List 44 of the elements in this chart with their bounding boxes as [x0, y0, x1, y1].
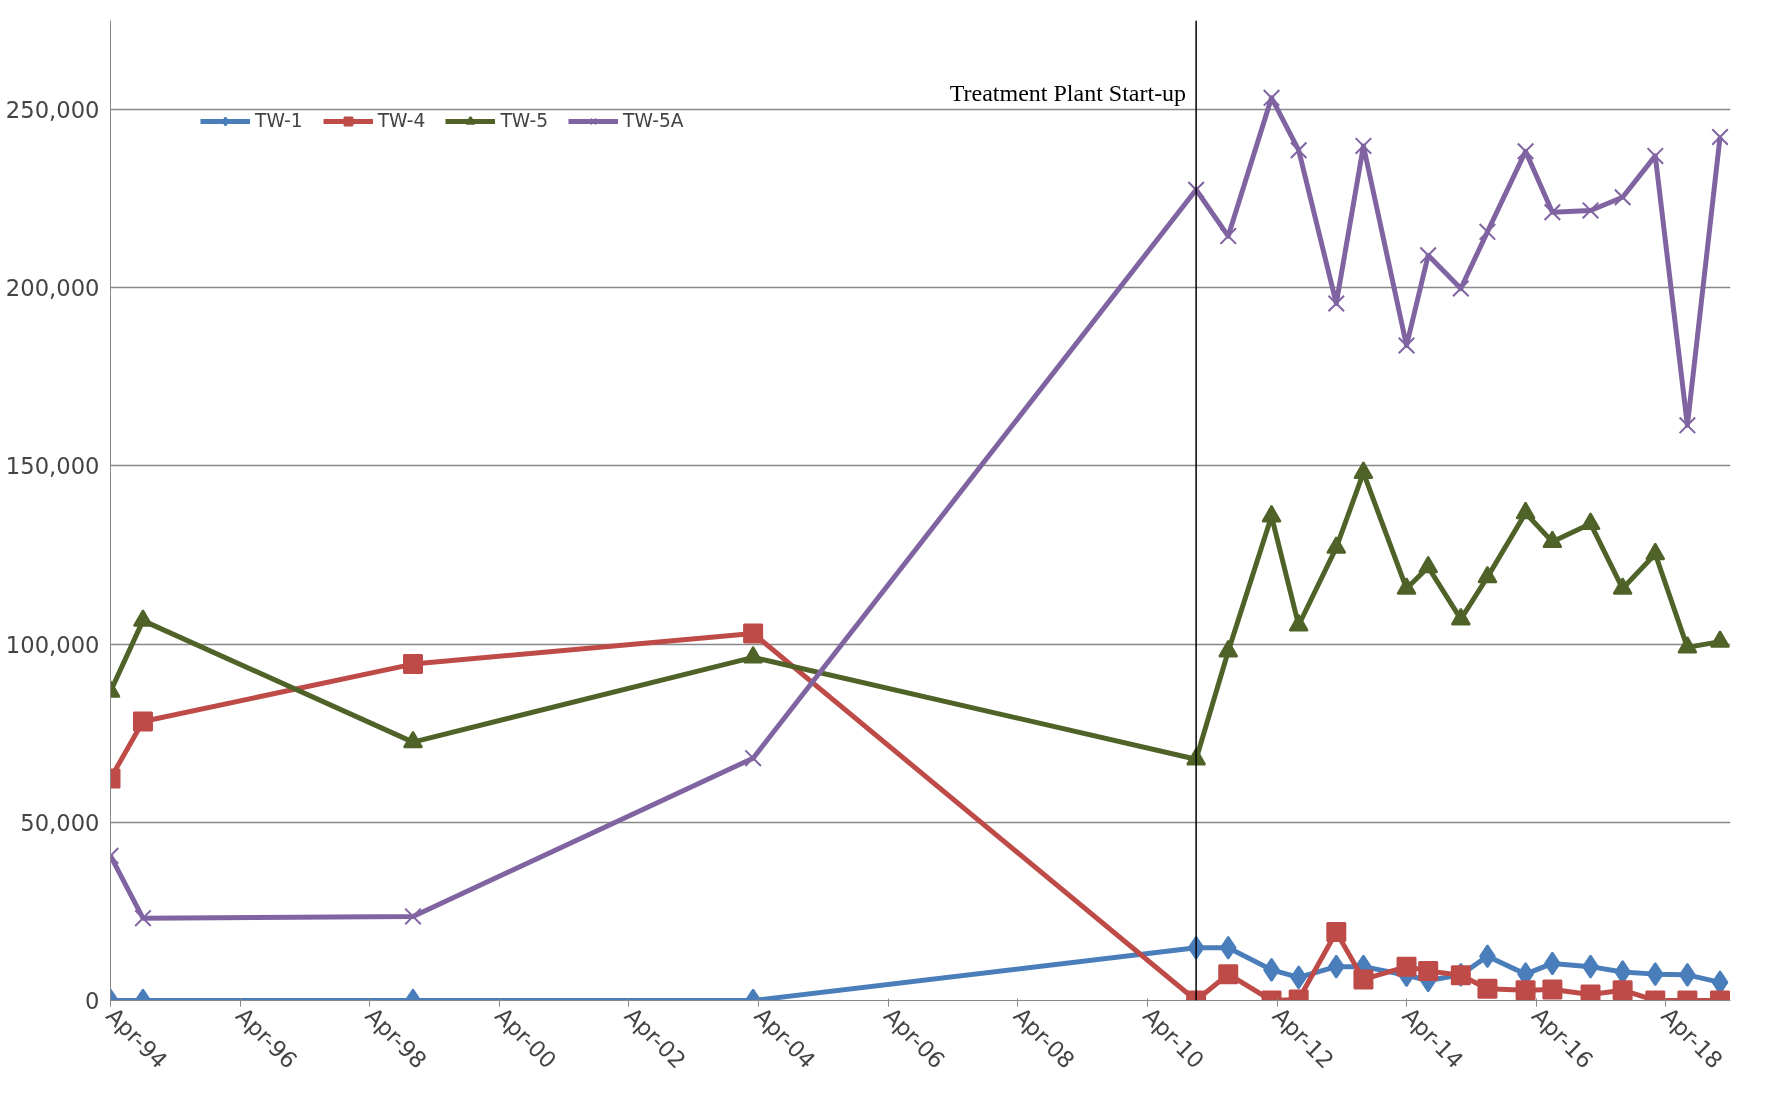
point	[1262, 89, 1281, 107]
point	[404, 907, 422, 926]
point	[1543, 203, 1562, 221]
y-tick-label: 50,000	[20, 809, 100, 836]
point	[744, 749, 762, 767]
y-tick-label: 100,000	[5, 631, 100, 658]
point	[1419, 246, 1437, 265]
point	[132, 711, 153, 732]
point	[1418, 960, 1439, 981]
y-tick-label: 0	[85, 988, 100, 1014]
point	[1515, 980, 1536, 1001]
point	[403, 654, 423, 675]
point	[1353, 969, 1374, 990]
y-tick-label: 200,000	[5, 275, 100, 302]
point	[1396, 956, 1417, 977]
point	[1327, 954, 1345, 979]
point	[1581, 201, 1600, 220]
point	[1516, 142, 1535, 161]
point	[1327, 294, 1346, 313]
point	[1477, 978, 1498, 999]
point	[1478, 223, 1497, 241]
point	[1580, 984, 1601, 1001]
point	[1678, 416, 1697, 435]
point	[1711, 128, 1729, 146]
ref-line-label: Treatment Plant Start-up	[949, 79, 1187, 106]
point	[1219, 935, 1237, 960]
legend-label: TW-1	[255, 110, 303, 131]
point	[743, 623, 764, 644]
point	[1646, 962, 1664, 987]
point	[1397, 336, 1416, 355]
y-tick-label: 150,000	[5, 453, 100, 480]
y-tick-label: 250,000	[5, 97, 100, 124]
legend-label: TW-5	[500, 110, 549, 131]
point	[1354, 137, 1373, 155]
point	[134, 909, 152, 927]
point	[1646, 147, 1665, 165]
legend-label: TW-5A	[623, 110, 684, 131]
point	[1612, 980, 1633, 1001]
point	[1542, 979, 1563, 1000]
point	[1326, 922, 1347, 943]
point	[1218, 964, 1239, 985]
point	[1219, 227, 1238, 245]
point	[1289, 141, 1308, 159]
legend-label: TW-4	[377, 110, 426, 131]
